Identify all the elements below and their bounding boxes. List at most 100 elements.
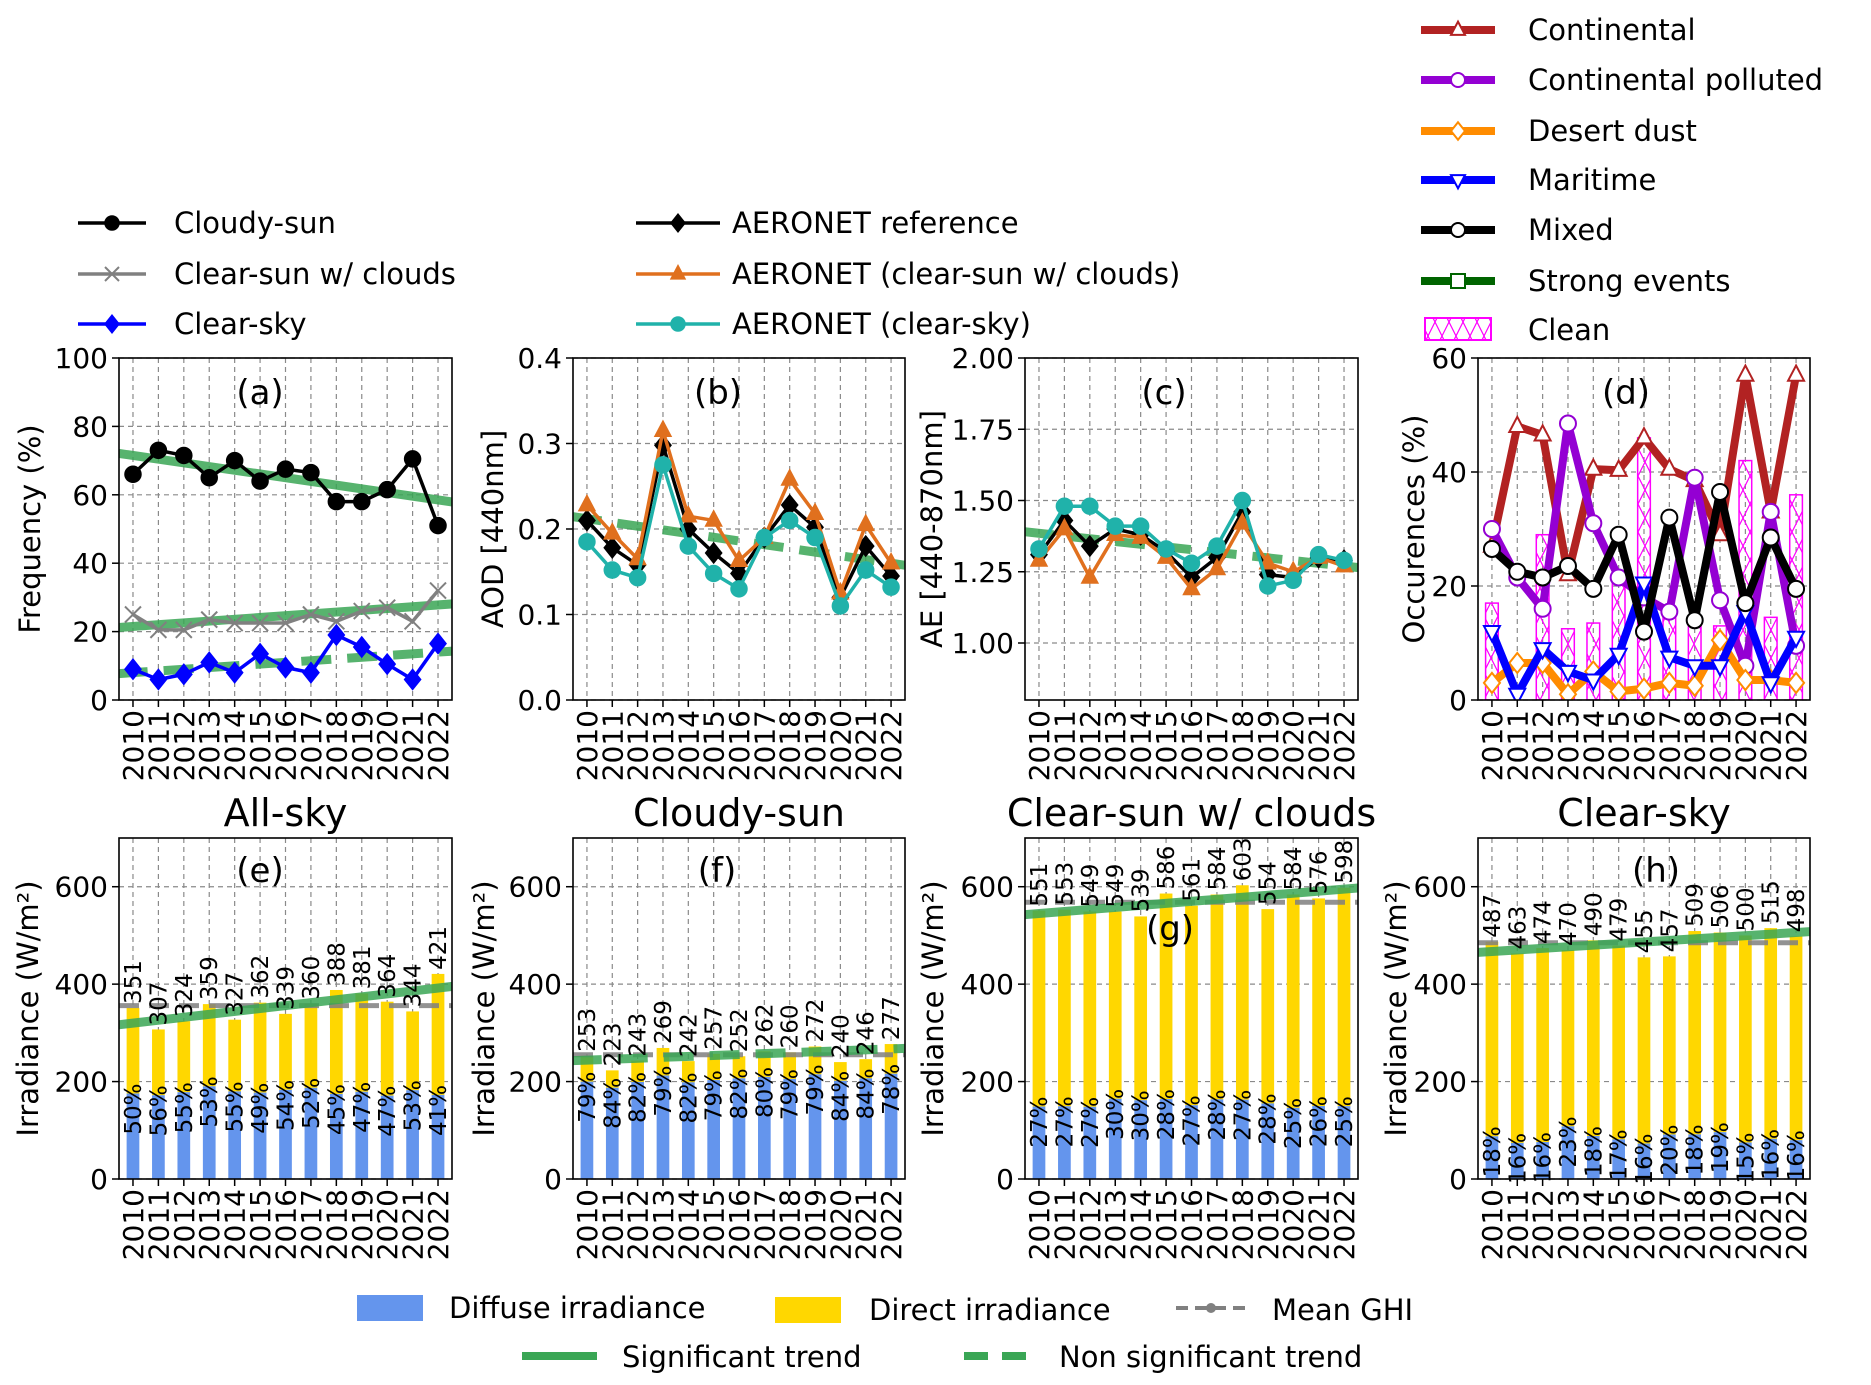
data-point	[1634, 676, 1654, 700]
diffuse-bar	[1485, 1136, 1499, 1179]
diffuse-pct-label: 52%	[299, 1078, 325, 1129]
total-ghi-label: 576	[1307, 850, 1333, 894]
data-point	[1482, 539, 1501, 558]
direct-bar	[1286, 894, 1300, 1108]
diffuse-pct-label: 28%	[1154, 1089, 1180, 1140]
diffuse-pct-label: 84%	[854, 1068, 880, 1119]
legend-x-marker-icon	[104, 266, 120, 282]
diffuse-bar	[783, 1078, 797, 1179]
data-point	[1507, 687, 1527, 700]
x-tick-label: 2022	[1780, 1189, 1813, 1260]
diffuse-bar	[656, 1075, 670, 1179]
x-tick-label: 2013	[193, 1189, 226, 1260]
legend-item: AERONET (clear-sky)	[636, 307, 1031, 341]
data-point	[1660, 671, 1679, 695]
data-point	[276, 614, 295, 632]
legend-item: Mixed	[1421, 213, 1614, 247]
y-tick-label: 0	[90, 684, 108, 717]
diffuse-bar	[152, 1095, 165, 1179]
legend-item: Continental polluted	[1421, 63, 1823, 97]
x-tick-label: 2020	[1277, 1189, 1310, 1260]
legend-triangle-down-marker-icon	[1449, 174, 1467, 191]
data-point	[1685, 468, 1704, 487]
total-ghi-label: 463	[1505, 906, 1531, 950]
data-point	[1309, 545, 1328, 564]
y-tick-label: 20	[72, 616, 108, 649]
data-point	[1609, 679, 1628, 700]
legend-label: AERONET reference	[732, 206, 1019, 240]
x-tick-label: 2014	[1577, 710, 1610, 781]
total-ghi-label: 539	[1129, 869, 1155, 913]
plot-area	[573, 419, 905, 615]
legend-diamond-marker-icon	[1449, 120, 1467, 142]
x-tick-label: 2013	[1552, 1189, 1585, 1260]
direct-bar	[707, 1053, 720, 1081]
x-tick-label: 2017	[295, 710, 328, 781]
diffuse-pct-label: 15%	[1733, 1132, 1759, 1183]
x-tick-label: 2011	[1501, 1189, 1534, 1260]
panel-label: (c)	[1141, 373, 1186, 413]
diffuse-bar	[253, 1092, 267, 1179]
panel-b: 0.00.10.20.30.42010201120122013201420152…	[476, 342, 908, 781]
data-point	[1736, 594, 1755, 613]
data-point	[1055, 517, 1074, 536]
data-point	[679, 537, 698, 555]
direct-bar	[1612, 945, 1625, 1140]
y-tick-label: 60	[1431, 342, 1467, 375]
diffuse-pct-label: 18%	[1480, 1126, 1506, 1177]
x-tick-label: 2012	[168, 710, 201, 781]
data-point	[1659, 650, 1679, 669]
x-tick-label: 2019	[1252, 1189, 1285, 1260]
y-tick-label: 200	[1414, 1066, 1467, 1099]
legend-label: Significant trend	[622, 1340, 862, 1374]
y-tick-label: 200	[55, 1066, 108, 1099]
x-tick-label: 2011	[142, 710, 175, 781]
data-point	[225, 661, 244, 684]
panel-h: 487 18% 463 16% 474 16% 470 23% 490 18% 479 17% 455 1…	[1379, 791, 1813, 1260]
legend-triangle-up-marker-icon	[1449, 19, 1467, 36]
data-point	[1508, 562, 1527, 581]
x-tick-label: 2013	[1552, 710, 1585, 781]
x-tick-label: 2017	[1653, 710, 1686, 781]
data-point	[403, 668, 422, 691]
x-tick-label: 2013	[193, 710, 226, 781]
y-tick-label: 1.25	[952, 556, 1014, 589]
data-point	[1106, 517, 1124, 535]
diffuse-bar	[859, 1078, 873, 1179]
x-tick-label: 2011	[1048, 710, 1081, 781]
total-ghi-label: 388	[324, 942, 350, 986]
diffuse-pct-label: 27%	[1027, 1097, 1053, 1148]
legend-item: Non significant trend	[964, 1340, 1362, 1374]
panel-label: (h)	[1632, 851, 1680, 891]
x-tick-label: 2014	[672, 1189, 705, 1260]
total-ghi-label: 359	[197, 956, 223, 1000]
direct-bar	[783, 1052, 797, 1079]
x-tick-label: 2021	[397, 710, 430, 781]
data-point	[225, 451, 244, 470]
x-tick-label: 2018	[1226, 1189, 1259, 1260]
diffuse-pct-label: 47%	[350, 1082, 376, 1133]
total-ghi-label: 498	[1784, 888, 1810, 932]
x-tick-label: 2010	[571, 1189, 604, 1260]
x-tick-label: 2018	[320, 710, 353, 781]
plot-area	[1482, 363, 1806, 700]
data-point	[578, 533, 596, 551]
data-point	[149, 668, 168, 691]
legend-circle-marker-icon	[104, 215, 120, 231]
direct-bar	[859, 1059, 873, 1079]
data-point	[1761, 502, 1780, 521]
x-tick-label: 2020	[824, 1189, 857, 1260]
non-significant-trend-line	[573, 1043, 905, 1066]
total-ghi-label: 360	[299, 956, 325, 1000]
data-point	[654, 456, 672, 474]
data-point	[1584, 579, 1603, 598]
diffuse-bar	[1713, 1132, 1727, 1179]
data-point	[1735, 363, 1756, 382]
x-tick-label: 2019	[1704, 1189, 1737, 1260]
data-point	[1736, 668, 1755, 692]
x-tick-label: 2019	[799, 1189, 832, 1260]
x-tick-label: 2020	[371, 710, 404, 781]
data-point	[1685, 611, 1704, 630]
direct-bar	[355, 993, 369, 1092]
panel-label: (d)	[1602, 373, 1650, 413]
